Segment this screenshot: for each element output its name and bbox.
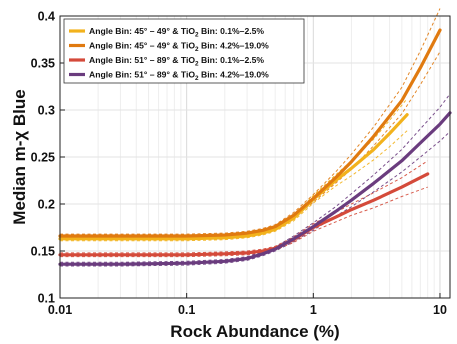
- x-axis-title: Rock Abundance (%): [170, 322, 339, 341]
- legend-label-text: Angle Bin: 45° – 49° & TiO: [89, 26, 195, 36]
- y-axis-title-chi: χ: [10, 131, 29, 141]
- series-4-ci-lower: [60, 131, 451, 267]
- legend-label-text: Angle Bin: 51° – 89° & TiO: [89, 70, 195, 80]
- legend-label-subscript: 2: [195, 46, 199, 53]
- y-tick-label: 0.2: [38, 198, 55, 212]
- x-tick-label: 10: [433, 303, 447, 317]
- legend-label-text: Angle Bin: 51° – 89° & TiO: [89, 55, 195, 65]
- legend-label-subscript: 2: [195, 61, 199, 68]
- x-axis-ticks: 0.01 0.1 1 10: [48, 293, 447, 317]
- y-axis-title-suffix: Blue: [10, 89, 29, 131]
- series-2-line: [58, 28, 442, 238]
- series-4-ci-upper: [60, 93, 451, 263]
- x-tick-label: 0.01: [48, 303, 72, 317]
- y-tick-label: 0.4: [38, 10, 55, 24]
- y-tick-label: 0.1: [38, 292, 55, 306]
- legend-label-text: Angle Bin: 45° – 49° & TiO: [89, 41, 195, 51]
- legend-label-text: Bin: 4.2%–19.0%: [199, 70, 270, 80]
- series-1-line: [58, 113, 409, 241]
- y-tick-label: 0.15: [31, 245, 55, 259]
- legend-label-text: Bin: 0.1%–2.5%: [199, 26, 265, 36]
- y-tick-label: 0.25: [31, 151, 55, 165]
- legend-label-subscript: 2: [195, 75, 199, 82]
- x-tick-label: 1: [310, 303, 317, 317]
- series-1-ci-lower: [60, 130, 408, 242]
- series-lines: [58, 28, 452, 266]
- x-tick-label: 0.1: [178, 303, 195, 317]
- legend: Angle Bin: 45° – 49° & TiO2 Bin: 0.1%–2.…: [63, 18, 305, 84]
- legend-label-1: Angle Bin: 45° – 49° & TiO2 Bin: 0.1%–2.…: [89, 26, 264, 39]
- series-4-line: [58, 111, 452, 266]
- legend-box: [63, 18, 305, 84]
- legend-label-text: Bin: 0.1%–2.5%: [199, 55, 265, 65]
- legend-label-text: Bin: 4.2%–19.0%: [199, 41, 270, 51]
- y-axis-title-prefix: Median m-: [10, 141, 29, 225]
- y-axis-title: Median m-χ Blue: [10, 89, 29, 224]
- y-tick-label: 0.3: [38, 104, 55, 118]
- series-2-ci-upper: [60, 8, 441, 235]
- legend-label-4: Angle Bin: 51° – 89° & TiO2 Bin: 4.2%–19…: [89, 70, 269, 83]
- legend-label-3: Angle Bin: 51° – 89° & TiO2 Bin: 0.1%–2.…: [89, 55, 264, 68]
- legend-label-subscript: 2: [195, 32, 199, 39]
- legend-label-2: Angle Bin: 45° – 49° & TiO2 Bin: 4.2%–19…: [89, 41, 269, 54]
- y-axis-ticks: 0.1 0.15 0.2 0.25 0.3 0.35 0.4: [31, 10, 65, 306]
- y-tick-label: 0.35: [31, 57, 55, 71]
